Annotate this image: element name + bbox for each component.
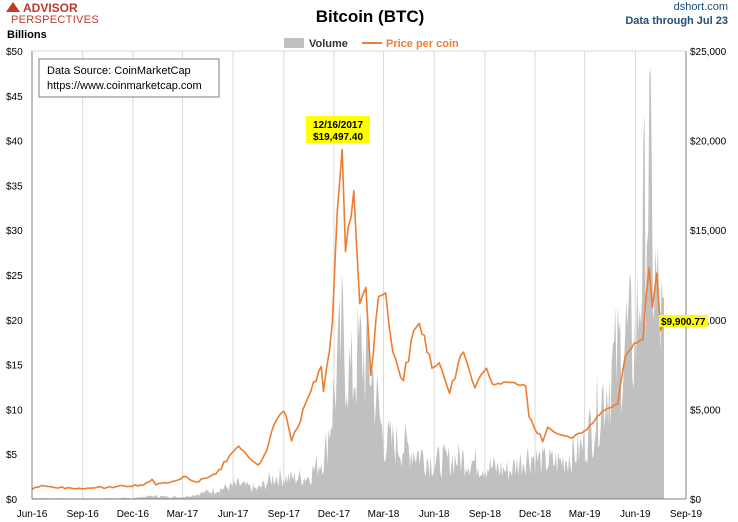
logo-text-secondary: PERSPECTIVES [11,14,99,26]
x-tick-label: Dec-17 [318,509,351,520]
y-left-label: Billions [7,29,47,41]
source-line-2: https://www.coinmarketcap.com [47,80,202,92]
x-tick-label: Jun-17 [218,509,249,520]
site-label: dshort.com [674,1,728,13]
y-left-tick-label: $5 [6,450,18,461]
x-tick-label: Sep-18 [469,509,502,520]
x-tick-label: Mar-19 [569,509,601,520]
legend: Volume Price per coin [284,38,459,50]
source-line-1: Data Source: CoinMarketCap [47,65,191,77]
x-tick-label: Dec-16 [117,509,150,520]
y-left-tick-label: $30 [6,226,23,237]
logo: ADVISOR PERSPECTIVES [6,1,99,26]
y-left-tick-label: $25 [6,271,23,282]
y-left-tick-label: $45 [6,92,23,103]
y-left-tick-label: $0 [6,495,18,506]
latest-annotation: $9,900.77 [659,315,708,328]
x-tick-label: Jun-16 [17,509,48,520]
y-left-tick-label: $40 [6,137,23,148]
y-right-tick-label: $20,000 [690,137,727,148]
y-left-tick-label: $15 [6,361,23,372]
y-right-tick-label: $15,000 [690,226,727,237]
x-tick-label: Jun-18 [419,509,450,520]
x-tick-label: Dec-18 [519,509,552,520]
y-left-tick-label: $10 [6,405,23,416]
latest-value-label: $9,900.77 [661,317,706,328]
source-box: Data Source: CoinMarketCap https://www.c… [38,58,220,98]
peak-date-label: 12/16/2017 [313,120,363,131]
data-through-label: Data through Jul 23 [625,15,728,27]
y-left-tick-label: $35 [6,181,23,192]
x-tick-label: Jun-19 [620,509,651,520]
price-line [31,148,665,490]
peak-annotation: 12/16/2017 $19,497.40 [306,116,370,143]
volume-area [32,68,664,500]
x-tick-label: Sep-16 [67,509,100,520]
y-right-tick-label: $0 [690,495,702,506]
legend-label-price: Price per coin [386,38,459,50]
x-tick-label: Mar-17 [167,509,199,520]
x-tick-label: Sep-19 [670,509,703,520]
y-left-tick-labels: $0 $5 $10 $15 $20 $25 $30 $35 $40 $45 $50 [6,47,23,506]
chart-title: Bitcoin (BTC) [316,7,425,26]
legend-label-volume: Volume [309,38,348,50]
axes [31,50,687,500]
x-tick-label: Mar-18 [368,509,400,520]
legend-swatch-volume [284,38,304,48]
logo-text-primary: ADVISOR [23,1,78,15]
y-right-tick-label: $10,000 [690,316,727,327]
peak-value-label: $19,497.40 [313,132,363,143]
y-right-tick-label: $25,000 [690,47,727,58]
y-right-tick-label: $5,000 [690,405,721,416]
x-tick-labels: Jun-16 Sep-16 Dec-16 Mar-17 Jun-17 Sep-17 Dec-… [17,509,703,520]
y-left-tick-label: $50 [6,47,23,58]
x-tick-label: Sep-17 [268,509,301,520]
y-left-tick-label: $20 [6,316,23,327]
logo-mark-icon [6,2,20,12]
y-right-tick-labels: $0 $5,000 $10,000 $15,000 $20,000 $25,000 [690,47,727,506]
